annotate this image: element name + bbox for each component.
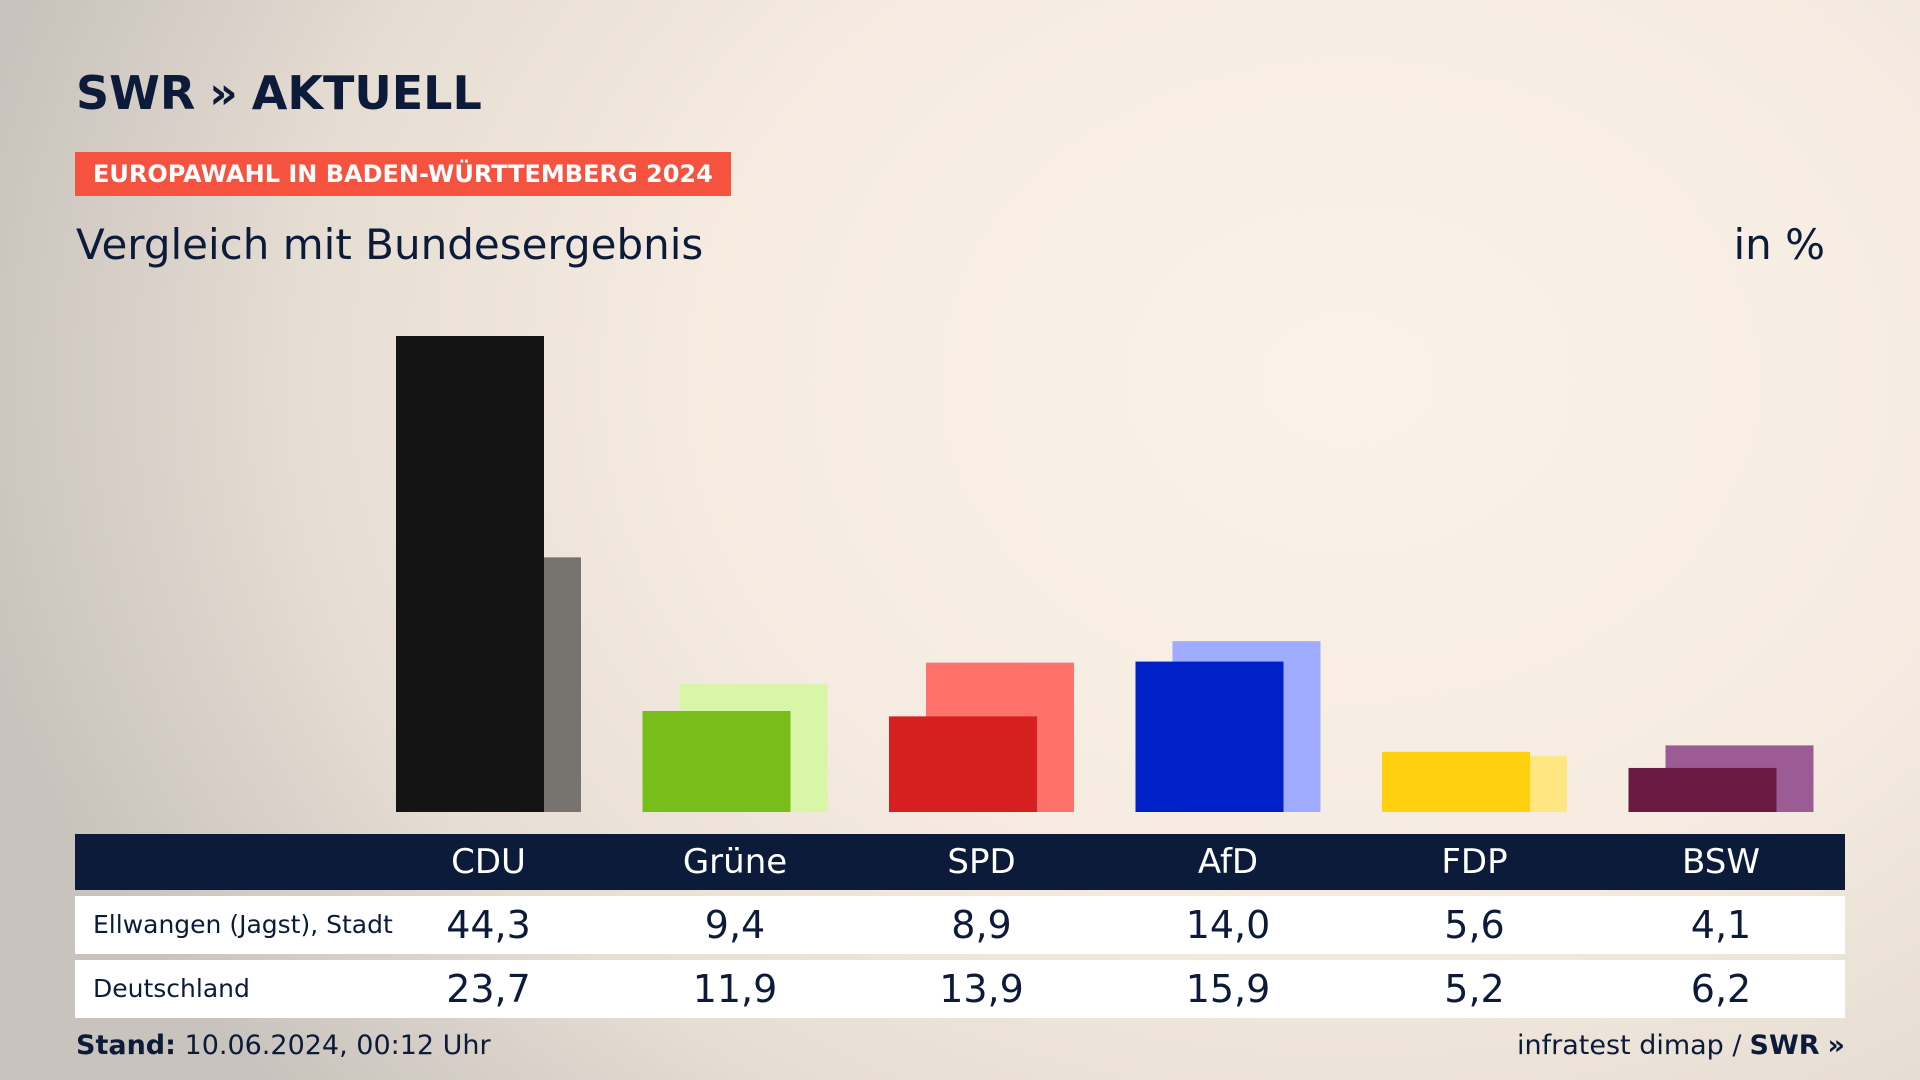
bar-chart [396, 336, 1814, 812]
value-deutschland-fdp: 5,2 [1444, 967, 1505, 1011]
value-local-spd: 8,9 [951, 903, 1012, 947]
value-local-afd: 14,0 [1185, 903, 1271, 947]
logo-product: AKTUELL [251, 66, 482, 120]
stand-label: Stand: [76, 1030, 176, 1061]
bar-local-spd [889, 716, 1037, 812]
source-chevron-icon: » [1827, 1030, 1845, 1061]
chart-subtitle: Vergleich mit Bundesergebnis [76, 220, 704, 269]
election-badge: EUROPAWAHL IN BADEN-WÜRTTEMBERG 2024 [75, 152, 731, 196]
party-label-bsw: BSW [1682, 842, 1760, 882]
logo-brand: SWR [76, 66, 196, 120]
value-deutschland-spd: 13,9 [939, 967, 1024, 1011]
value-local-bsw: 4,1 [1690, 903, 1752, 947]
party-label-gruene: Grüne [682, 842, 788, 882]
value-local-cdu: 44,3 [446, 903, 531, 947]
value-deutschland-afd: 15,9 [1185, 967, 1271, 1011]
source-brand: SWR [1749, 1030, 1820, 1061]
source-text: infratest dimap / [1517, 1030, 1742, 1061]
party-label-afd: AfD [1197, 842, 1259, 882]
unit-label: in % [1733, 220, 1825, 269]
bar-local-gruene [642, 710, 791, 812]
value-local-fdp: 5,6 [1444, 903, 1505, 947]
footer-source: infratest dimap / SWR » [1517, 1030, 1845, 1061]
party-label-spd: SPD [947, 842, 1016, 882]
table-row: Ellwangen (Jagst), Stadt 44,3 9,4 8,9 14,0 5… [75, 896, 1845, 954]
value-deutschland-gruene: 11,9 [692, 967, 778, 1011]
bar-local-bsw [1628, 767, 1777, 812]
bar-local-fdp [1382, 751, 1530, 812]
swr-aktuell-logo: SWR » AKTUELL [76, 66, 482, 120]
row-label-national: Deutschland [93, 974, 250, 1003]
table-header: CDU Grüne SPD AfD FDP BSW [75, 834, 1845, 890]
bar-local-cdu [396, 336, 544, 812]
bar-local-afd [1135, 661, 1284, 812]
footer-timestamp: Stand: 10.06.2024, 00:12 Uhr [76, 1030, 491, 1061]
party-label-cdu: CDU [451, 842, 526, 882]
stand-value: 10.06.2024, 00:12 Uhr [184, 1030, 491, 1061]
table-row: Deutschland 23,7 11,9 13,9 15,9 5,2 6,2 [75, 960, 1845, 1018]
results-table: CDU Grüne SPD AfD FDP BSW Ellwangen (Jagst), … [75, 834, 1845, 1018]
row-label-local: Ellwangen (Jagst), Stadt [93, 910, 393, 939]
value-deutschland-bsw: 6,2 [1690, 967, 1752, 1011]
party-label-fdp: FDP [1441, 842, 1508, 882]
value-deutschland-cdu: 23,7 [446, 967, 531, 1011]
value-local-gruene: 9,4 [704, 903, 766, 947]
